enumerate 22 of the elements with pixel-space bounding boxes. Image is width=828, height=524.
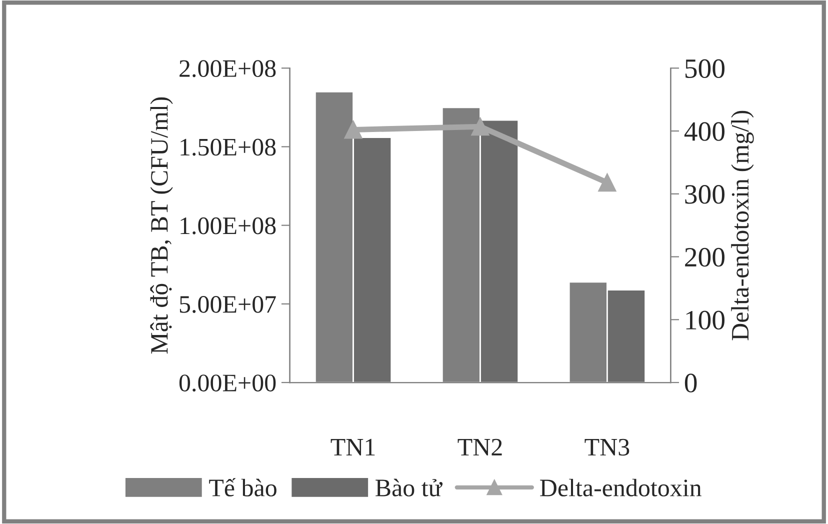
y-axis-title: Mật độ TB, BT (CFU/ml) — [150, 97, 173, 354]
x-tick-label: TN1 — [330, 438, 375, 456]
y-tick-label: 1.50E+08 — [180, 138, 276, 156]
y2-tick-label: 300 — [685, 185, 724, 204]
y-tick-label: 0.00E+00 — [179, 374, 276, 392]
y-tick-label: 2.00E+08 — [180, 60, 276, 78]
x-tick-label: TN2 — [458, 438, 502, 456]
y2-tick-label: 100 — [686, 310, 724, 330]
y2-tick-label: 200 — [685, 248, 724, 267]
y-tick-label: 1.00E+08 — [180, 217, 276, 234]
point — [344, 120, 362, 139]
y2-tick-label: 0 — [684, 374, 697, 392]
legend-label: Bào tử — [376, 478, 443, 496]
x-tick-label: TN3 — [584, 438, 630, 456]
legend-label: Delta-endotoxin — [540, 478, 702, 496]
point — [598, 174, 616, 192]
point — [471, 118, 490, 136]
legend-label: Tế bào — [209, 478, 276, 496]
y2-tick-label: 500 — [685, 59, 724, 78]
y-tick-label: 5.00E+07 — [180, 296, 276, 313]
y2-axis-title: Delta-endotoxin (mg/l) — [731, 110, 754, 340]
y2-tick-label: 400 — [684, 122, 724, 141]
